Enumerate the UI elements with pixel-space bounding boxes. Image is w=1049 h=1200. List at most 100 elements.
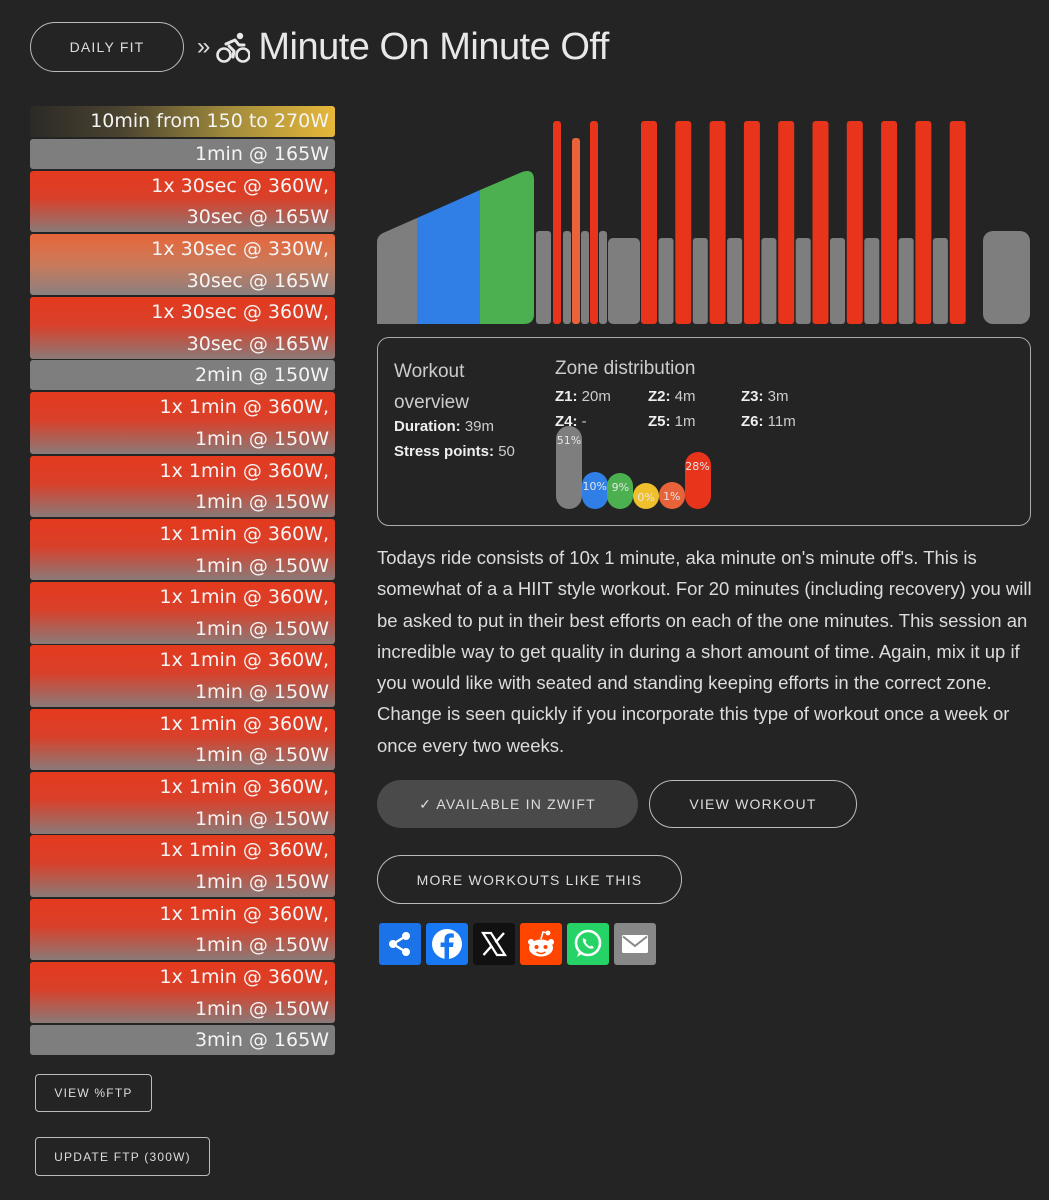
zone-label: Z2: — [648, 388, 671, 405]
effort-bar — [553, 121, 561, 324]
recovery-block — [536, 231, 551, 324]
interval-segment-line: 1x 30sec @ 360W, — [151, 301, 329, 324]
effort-bar — [846, 121, 863, 324]
zone-label: Z5: — [648, 413, 671, 430]
interval-segment-line: 1min @ 150W — [194, 744, 329, 767]
more-workouts-button[interactable]: MORE WORKOUTS LIKE THIS — [377, 855, 682, 904]
interval-segment: 1x 1min @ 360W, 1min @ 150W — [30, 772, 335, 834]
interval-segment: 1x 1min @ 360W, 1min @ 150W — [30, 582, 335, 644]
share-icon[interactable] — [379, 923, 421, 965]
zone-percentage: 9% — [611, 480, 630, 494]
recovery-block — [830, 238, 845, 324]
email-icon[interactable] — [614, 923, 656, 965]
zone-percentage: 51% — [556, 433, 582, 447]
zone-percentage: 10% — [582, 479, 607, 493]
daily-fit-button[interactable]: DAILY FIT — [30, 22, 184, 72]
breadcrumb-separator: » — [197, 33, 211, 60]
header: DAILY FIT » Minute On Minute Off — [30, 22, 609, 72]
zone-percentage: 0% — [637, 491, 655, 504]
effort-bar — [778, 121, 795, 324]
workout-profile-graph — [377, 121, 1030, 324]
share-bar — [379, 923, 656, 965]
duration-value: 39m — [464, 418, 495, 435]
effort-bar — [590, 121, 598, 324]
cooldown-block — [983, 231, 1030, 324]
interval-segment: 1x 30sec @ 360W, 30sec @ 165W — [30, 297, 335, 359]
interval-segment: 1x 1min @ 360W, 1min @ 150W — [30, 898, 335, 961]
zone-distribution-bubble: 9% — [607, 472, 634, 509]
available-in-zwift-button[interactable]: ✓ AVAILABLE IN ZWIFT — [377, 780, 638, 828]
interval-segment-line: 3min @ 165W — [194, 1029, 329, 1052]
cyclist-icon — [216, 32, 251, 63]
zone-stat: Z4: - — [555, 413, 587, 430]
recovery-block — [727, 238, 743, 324]
interval-segment-line: 1min @ 150W — [194, 807, 329, 830]
interval-segment: 2min @ 150W — [30, 360, 335, 391]
interval-segment-line: 1min @ 150W — [194, 681, 329, 704]
interval-segment-line: 10min from 150 to 270W — [90, 110, 329, 132]
x-icon[interactable] — [473, 923, 515, 965]
interval-segment-line: 1x 30sec @ 330W, — [151, 237, 329, 260]
zone-value: 4m — [674, 388, 696, 405]
effort-bar — [881, 121, 898, 324]
zone-percentage: 1% — [663, 489, 681, 503]
zone-value: 11m — [767, 413, 796, 430]
recovery-block — [692, 238, 708, 324]
interval-segment-line: 1x 1min @ 360W, — [159, 839, 329, 862]
effort-bar — [675, 121, 692, 324]
interval-segment: 1x 1min @ 360W, 1min @ 150W — [30, 392, 335, 454]
recovery-block — [864, 238, 880, 324]
interval-segment-line: 1min @ 150W — [194, 617, 329, 640]
zone-value: - — [581, 413, 587, 430]
interval-segment: 1x 30sec @ 360W, 30sec @ 165W — [30, 170, 335, 233]
interval-segment-line: 30sec @ 165W — [186, 332, 329, 355]
interval-segment-line: 1min @ 150W — [194, 554, 329, 577]
interval-segment: 1x 30sec @ 330W, 30sec @ 165W — [30, 233, 335, 296]
facebook-icon[interactable] — [426, 923, 468, 965]
interval-segment: 1x 1min @ 360W, 1min @ 150W — [30, 455, 335, 518]
zone-label: Z1: — [555, 388, 578, 405]
effort-bar — [709, 121, 726, 324]
interval-segment: 1x 1min @ 360W, 1min @ 150W — [30, 835, 335, 897]
zone-value: 1m — [674, 413, 696, 430]
interval-list: 10min from 150 to 270W 1min @ 165W 1x 30se… — [30, 106, 335, 1057]
interval-segment-line: 1min @ 150W — [194, 871, 329, 894]
workout-overview-card: Workout overview Duration: 39m Stress po… — [377, 337, 1031, 526]
interval-segment-line: 1x 1min @ 360W, — [159, 586, 329, 609]
duration-line: Duration: 39m — [394, 418, 494, 435]
zone-stat: Z1: 20m — [555, 388, 611, 405]
zone-value: 3m — [767, 388, 789, 405]
recovery-block — [608, 238, 640, 324]
recovery-block — [599, 231, 607, 324]
interval-segment-line: 1x 1min @ 360W, — [159, 649, 329, 672]
reddit-icon[interactable] — [520, 923, 562, 965]
zone-label: Z4: — [555, 413, 578, 430]
zone-label: Z3: — [741, 388, 764, 405]
zone-stat: Z5: 1m — [648, 413, 696, 430]
effort-bar — [812, 121, 829, 324]
recovery-block — [581, 231, 589, 324]
recovery-block — [795, 238, 811, 324]
zone-value: 20m — [581, 388, 611, 405]
interval-segment: 1x 1min @ 360W, 1min @ 150W — [30, 518, 335, 581]
interval-segment-line: 1x 1min @ 360W, — [159, 396, 329, 419]
warmup-green-block — [480, 171, 534, 324]
effort-bar — [743, 121, 760, 324]
zone-distribution-bubble: 0% — [633, 483, 660, 509]
view-ftp-button[interactable]: VIEW %FTP — [35, 1074, 152, 1112]
interval-segment: 1x 1min @ 360W, 1min @ 150W — [30, 708, 335, 771]
update-ftp-button[interactable]: UPDATE FTP (300W) — [35, 1137, 210, 1176]
recovery-block — [761, 238, 777, 324]
stress-line: Stress points: 50 — [394, 443, 515, 460]
interval-segment: 1x 1min @ 360W, 1min @ 150W — [30, 961, 335, 1024]
recovery-block — [898, 238, 914, 324]
interval-segment: 10min from 150 to 270W — [30, 106, 335, 137]
interval-segment-line: 1x 1min @ 360W, — [159, 776, 329, 799]
interval-segment-line: 30sec @ 165W — [186, 269, 329, 292]
whatsapp-icon[interactable] — [567, 923, 609, 965]
workout-description: Todays ride consists of 10x 1 minute, ak… — [377, 547, 1032, 756]
interval-segment: 3min @ 165W — [30, 1025, 335, 1056]
view-workout-button[interactable]: VIEW WORKOUT — [649, 780, 857, 828]
interval-segment-line: 1min @ 150W — [194, 491, 329, 514]
effort-bar — [915, 121, 932, 324]
